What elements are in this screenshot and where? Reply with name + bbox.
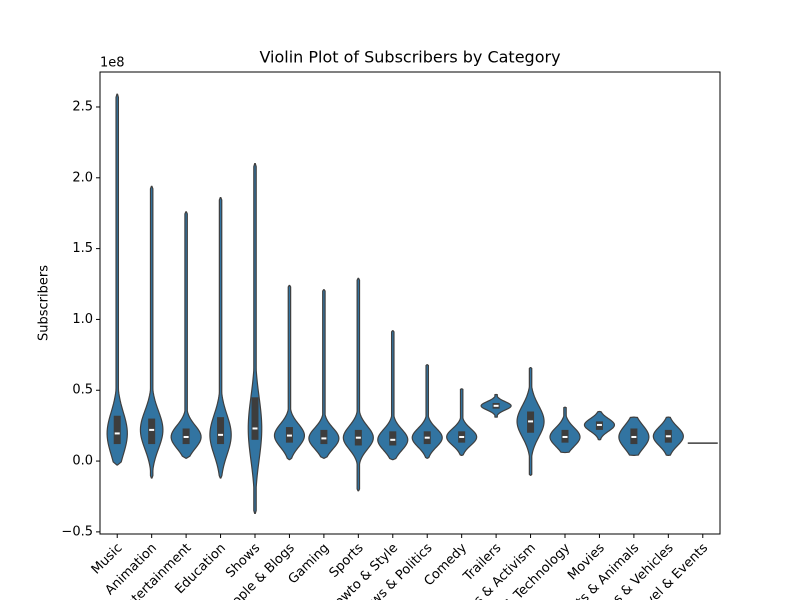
violin-median (424, 436, 430, 439)
violin-median (596, 423, 602, 426)
axes-frame (99, 71, 721, 535)
violin-median (183, 435, 189, 438)
y-tick-label: −0.5 (61, 524, 93, 539)
y-offset-text: 1e8 (100, 56, 125, 71)
violin (446, 388, 478, 456)
y-tick-label: 1.5 (72, 241, 93, 256)
violin-median (390, 438, 396, 441)
chart-title: Violin Plot of Subscribers by Category (259, 48, 560, 67)
violin (209, 197, 232, 479)
y-tick-label: 2.5 (72, 99, 93, 114)
violin-median (218, 433, 224, 436)
violin (411, 364, 443, 459)
violin-box (217, 417, 225, 445)
violin (549, 406, 581, 454)
violin-median (631, 435, 637, 438)
violin (170, 211, 202, 459)
violin-box (148, 418, 156, 445)
violin-median (355, 436, 361, 439)
violin-median (528, 420, 534, 423)
y-tick-label: 2.0 (72, 170, 93, 185)
violin (106, 93, 128, 466)
violin-median (321, 437, 327, 440)
violin-median (114, 432, 120, 435)
violin-box (251, 397, 259, 440)
violin-median (286, 434, 292, 437)
violin-median (665, 435, 671, 438)
violin-median (252, 427, 258, 430)
violin (342, 277, 374, 492)
violin-box (389, 431, 397, 446)
violin-box (320, 429, 328, 445)
violin-median (562, 435, 568, 438)
violin-median (493, 404, 499, 407)
violin-median (459, 435, 465, 438)
violin-box (113, 415, 121, 445)
y-axis-label: Subscribers (37, 265, 52, 341)
violin-median (149, 428, 155, 431)
y-tick-label: 0.5 (72, 383, 93, 398)
violin (308, 289, 340, 459)
violin (377, 330, 409, 461)
violin (139, 185, 164, 479)
y-tick-label: 1.0 (72, 312, 93, 327)
violin (273, 284, 306, 461)
y-tick-label: 0.0 (72, 454, 93, 469)
violin (247, 163, 263, 515)
